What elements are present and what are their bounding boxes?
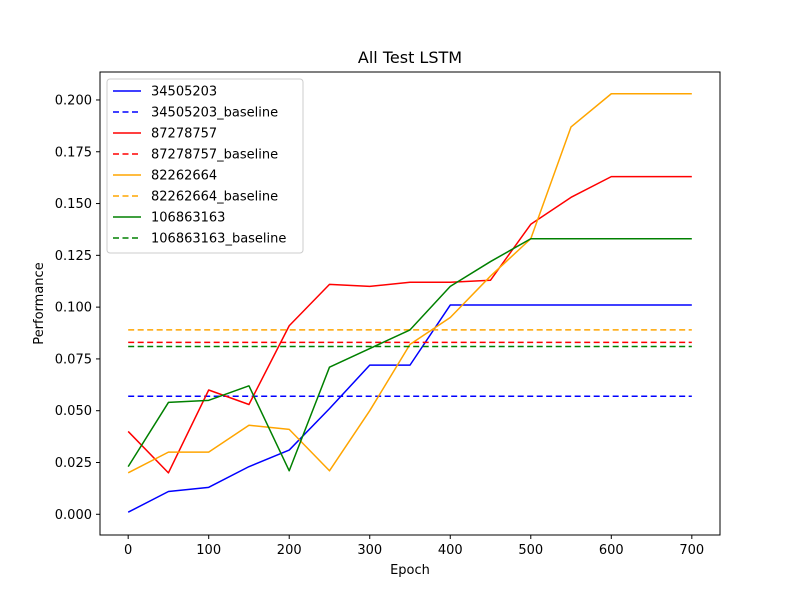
x-tick-label: 500 [518,543,543,558]
chart-title: All Test LSTM [358,48,462,67]
plot-frame [99,71,721,536]
y-tick-label: 0.050 [55,404,92,419]
legend-label: 82262664_baseline [151,190,278,205]
legend-label: 106863163_baseline [151,232,286,247]
y-tick-label: 0.025 [55,456,92,471]
x-axis-ticks: 0 100 200 300 400 500 600 700 [124,535,704,558]
series-line-82262664 [127,93,692,474]
series-line-106863163 [127,238,692,472]
y-tick-label: 0.150 [55,197,92,212]
legend-box [106,78,304,254]
x-tick-label: 600 [599,543,624,558]
y-tick-label: 0.125 [55,249,92,264]
x-tick-label: 200 [277,543,302,558]
series-line-34505203 [127,304,692,513]
y-axis-label: Performance [32,262,47,344]
y-tick-label: 0.075 [55,352,92,367]
x-tick-label: 300 [357,543,382,558]
y-tick-label: 0.175 [55,145,92,160]
x-tick-label: 100 [196,543,221,558]
legend-label: 82262664 [151,169,217,184]
x-tick-label: 0 [124,543,132,558]
y-tick-label: 0.000 [55,508,92,523]
legend: 34505203 34505203_baseline 87278757 8727875… [106,78,304,254]
y-axis-ticks: 0.000 0.025 0.050 0.075 0.100 0.125 0.150 0.175… [55,93,100,523]
legend-label: 34505203 [151,85,217,100]
legend-label: 34505203_baseline [151,106,278,121]
legend-label: 87278757 [151,127,217,142]
y-tick-label: 0.100 [55,301,92,316]
x-tick-label: 700 [679,543,704,558]
y-tick-label: 0.200 [55,93,92,108]
plot-lines [127,93,692,513]
x-axis-label: Epoch [390,563,430,578]
legend-label: 87278757_baseline [151,148,278,163]
x-tick-label: 400 [438,543,463,558]
legend-label: 106863163 [151,211,225,226]
